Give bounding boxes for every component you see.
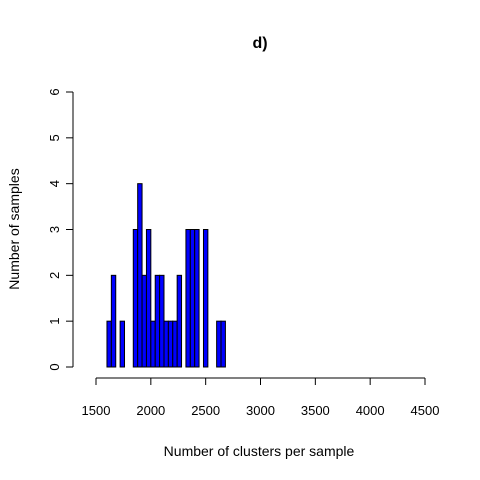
histogram-bar [145, 229, 152, 368]
x-tick-label: 2500 [191, 403, 220, 418]
histogram-bar [106, 320, 112, 368]
chart-title: d) [252, 35, 267, 52]
x-tick-label: 4500 [411, 403, 440, 418]
histogram-bar [110, 274, 117, 368]
histogram-bar [150, 320, 156, 368]
histogram-bar [176, 274, 183, 368]
histogram-bar [167, 320, 174, 368]
histogram-bar [194, 229, 200, 368]
x-axis: 1500 2000 2500 3000 3500 4000 4500 [82, 377, 440, 418]
y-tick-label: 2 [47, 272, 62, 279]
histogram-bar [137, 183, 143, 368]
histogram-bar [189, 229, 196, 368]
y-tick-label: 3 [47, 226, 62, 233]
x-tick-label: 4000 [356, 403, 385, 418]
y-tick-label: 0 [47, 363, 62, 370]
histogram-bar [202, 229, 209, 368]
histogram-bar [119, 320, 126, 368]
histogram-bar [172, 320, 178, 368]
histogram-bar [159, 274, 165, 368]
x-axis-title: Number of clusters per sample [164, 443, 355, 459]
histogram-bar [220, 320, 226, 368]
x-tick-label: 2000 [136, 403, 165, 418]
histogram-bar [154, 274, 161, 368]
y-axis: 0 1 2 3 4 5 6 [47, 88, 74, 371]
y-tick-label: 1 [47, 318, 62, 325]
y-tick-label: 5 [47, 134, 62, 141]
histogram-bar [141, 274, 147, 368]
bars-group [106, 183, 226, 368]
histogram-bar [132, 229, 139, 368]
histogram-bar [163, 320, 169, 368]
y-tick-label: 6 [47, 88, 62, 95]
y-axis-title: Number of samples [6, 168, 22, 289]
histogram-bar [185, 229, 191, 368]
x-tick-label: 3000 [246, 403, 275, 418]
x-tick-label: 1500 [82, 403, 111, 418]
x-tick-label: 3500 [301, 403, 330, 418]
histogram-bar [216, 320, 222, 368]
y-tick-label: 4 [47, 180, 62, 187]
